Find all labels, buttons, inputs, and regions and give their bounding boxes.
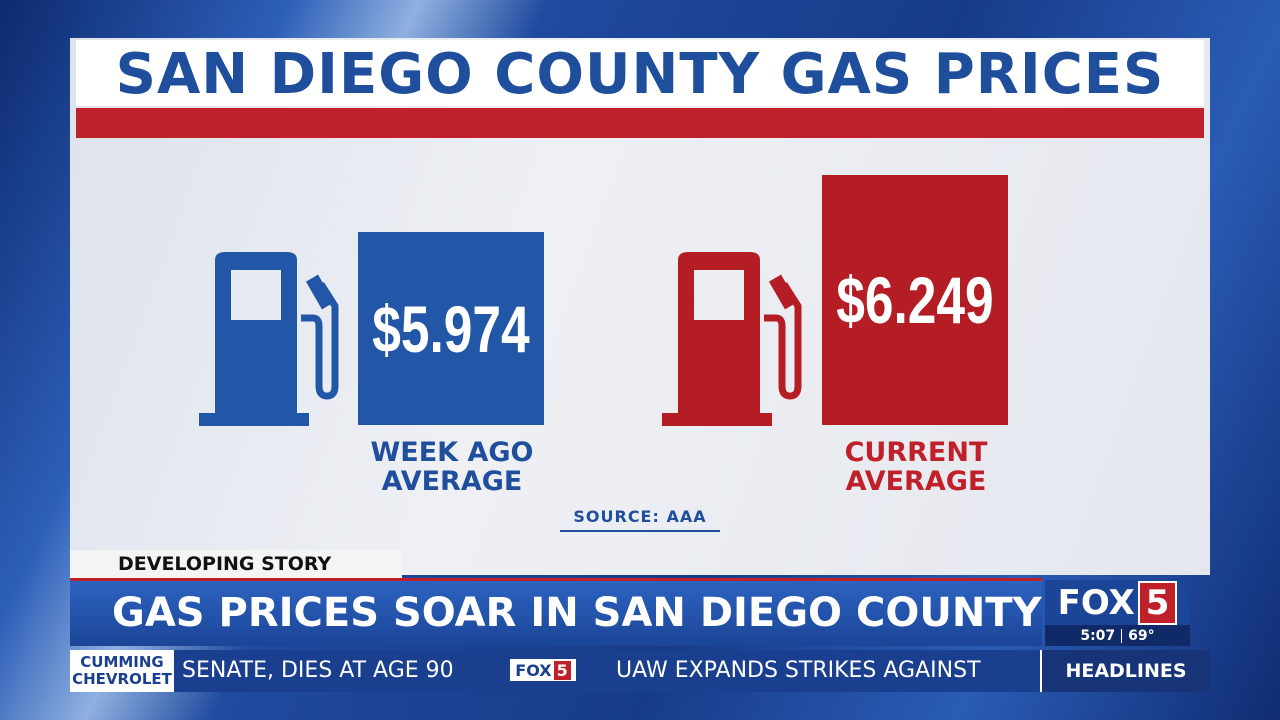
ticker-item: UAW EXPANDS STRIKES AGAINST [616, 658, 981, 683]
logo-name: FOX [515, 660, 552, 680]
pump-icon [662, 252, 802, 426]
sponsor-line: CUMMING [80, 653, 164, 671]
price-label: CURRENT AVERAGE [804, 438, 1028, 496]
price-box: $5.974 [358, 232, 544, 425]
separator [1121, 628, 1123, 643]
logo-number: 5 [553, 660, 571, 680]
source: SOURCE: AAA [560, 507, 720, 532]
station-logo: FOX 5 [1045, 580, 1190, 625]
logo-name: FOX [1057, 582, 1135, 623]
red-band [76, 108, 1204, 138]
time: 5:07 [1080, 627, 1116, 644]
logo-number: 5 [1137, 580, 1178, 625]
pump-icon [199, 252, 339, 426]
label-line: CURRENT [844, 437, 988, 468]
time-weather: 5:07 69° [1045, 625, 1190, 646]
label-line: AVERAGE [845, 466, 987, 497]
label-line: AVERAGE [381, 466, 523, 497]
headline: GAS PRICES SOAR IN SAN DIEGO COUNTY [112, 590, 1042, 636]
ticker-logo: FOX 5 [510, 659, 576, 681]
price-label: WEEK AGO AVERAGE [340, 438, 564, 496]
temperature: 69° [1128, 627, 1155, 644]
price: $5.974 [372, 291, 530, 366]
ticker-item: SENATE, DIES AT AGE 90 [182, 658, 454, 683]
sponsor: CUMMING CHEVROLET [70, 650, 174, 692]
story-tag: DEVELOPING STORY [70, 550, 402, 578]
headline-band [70, 578, 1042, 646]
label-line: WEEK AGO [370, 437, 534, 468]
title-band [76, 40, 1204, 106]
graphic-title: SAN DIEGO COUNTY GAS PRICES [115, 42, 1165, 107]
sponsor-line: CHEVROLET [72, 670, 172, 688]
price: $6.249 [836, 263, 994, 337]
ticker-band [70, 650, 1210, 692]
ticker-section: HEADLINES [1040, 650, 1210, 692]
price-box: $6.249 [822, 175, 1008, 425]
